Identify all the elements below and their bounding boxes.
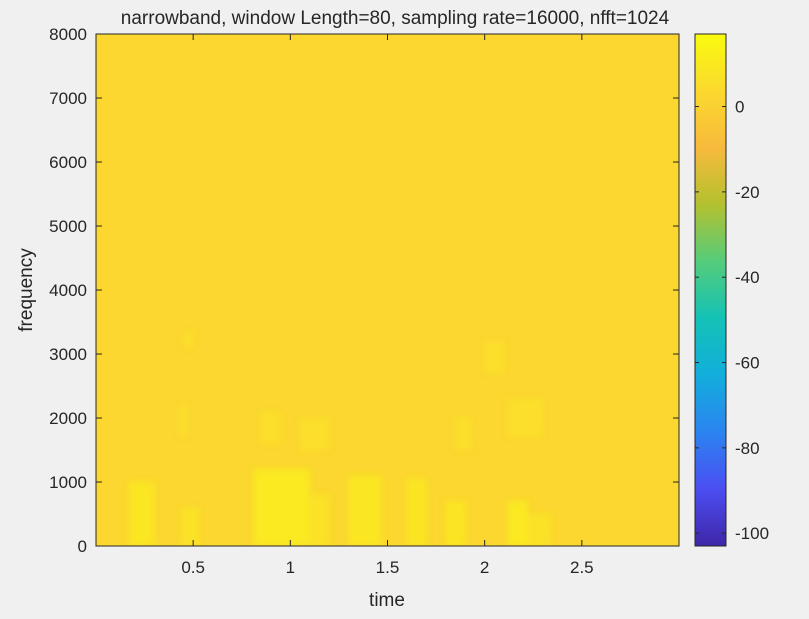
energy-region — [261, 411, 281, 444]
energy-region — [445, 501, 466, 546]
colorbar-scale — [694, 33, 727, 547]
colorbar-tick-label: -80 — [735, 439, 760, 458]
energy-region — [406, 478, 427, 546]
x-tick-label: 1 — [286, 558, 295, 577]
y-tick-label: 4000 — [49, 281, 87, 300]
energy-region — [183, 331, 194, 348]
energy-region — [307, 494, 330, 546]
colorbar-tick-label: 0 — [735, 98, 744, 117]
energy-region — [181, 507, 199, 546]
y-tick-label: 0 — [78, 537, 87, 556]
y-axis-label: frequency — [16, 248, 37, 332]
colorbar-tick-label: -60 — [735, 354, 760, 373]
y-tick-label: 1000 — [49, 473, 87, 492]
y-tick-label: 6000 — [49, 153, 87, 172]
energy-region — [129, 482, 155, 546]
energy-region — [348, 475, 382, 546]
spectrogram-energy — [129, 331, 551, 546]
y-tick-label: 7000 — [49, 89, 87, 108]
y-tick-label: 8000 — [49, 25, 87, 44]
spectrogram-background — [96, 34, 679, 546]
x-tick-label: 1.5 — [376, 558, 400, 577]
energy-region — [253, 469, 310, 546]
energy-region — [484, 341, 505, 374]
energy-region — [527, 514, 551, 546]
y-axis: 0 1000 2000 3000 4000 5000 6000 7000 8000 — [49, 25, 679, 556]
colorbar-tick-label: -100 — [735, 524, 769, 543]
y-tick-label: 2000 — [49, 409, 87, 428]
y-tick-label: 3000 — [49, 345, 87, 364]
plot-area — [95, 33, 680, 547]
x-tick-label: 0.5 — [181, 558, 205, 577]
energy-region — [179, 405, 188, 438]
colorbar: 0 -20 -40 -60 -80 -100 — [694, 33, 769, 547]
x-tick-label: 2.5 — [570, 558, 594, 577]
x-axis: 0.5 1 1.5 2 2.5 — [181, 34, 594, 577]
energy-region — [507, 501, 528, 546]
colorbar-tick-label: -20 — [735, 183, 760, 202]
energy-region — [300, 418, 330, 450]
energy-region — [507, 398, 543, 438]
colorbar-tick-label: -40 — [735, 268, 760, 287]
chart-title: narrowband, window Length=80, sampling r… — [121, 8, 670, 29]
energy-region — [455, 418, 472, 450]
y-tick-label: 5000 — [49, 217, 87, 236]
x-tick-label: 2 — [480, 558, 489, 577]
x-axis-label: time — [369, 590, 405, 611]
